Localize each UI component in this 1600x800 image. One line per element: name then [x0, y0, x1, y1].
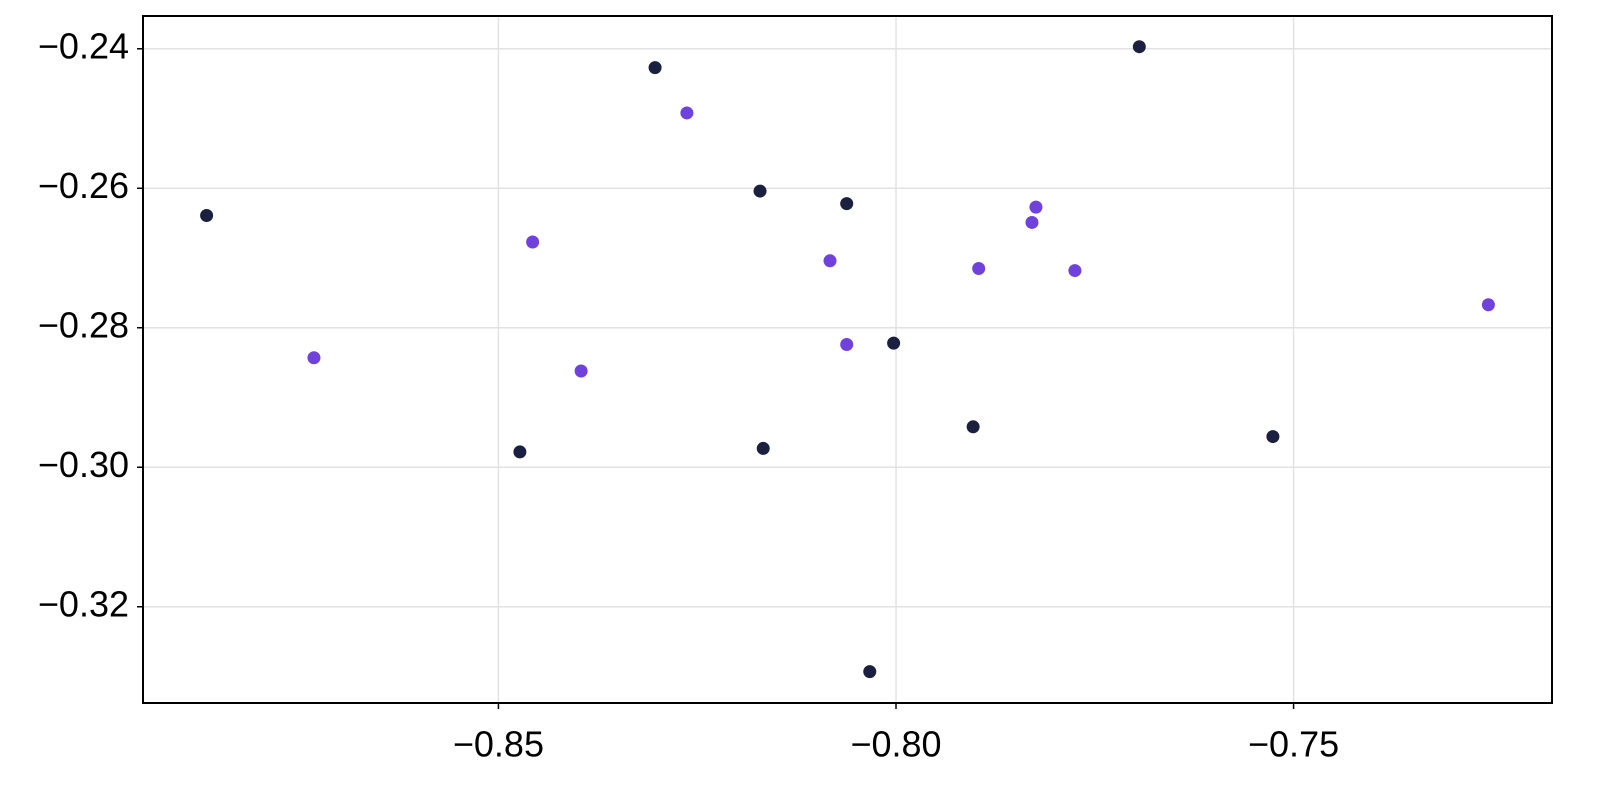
x-tick-label: −0.80 [850, 724, 941, 765]
point [680, 106, 694, 120]
point [840, 338, 854, 352]
point [823, 254, 837, 268]
y-tick-label: −0.28 [38, 304, 129, 345]
point [1132, 40, 1146, 54]
x-tick-label: −0.75 [1248, 724, 1339, 765]
point [863, 665, 877, 679]
point [307, 351, 321, 365]
point [887, 336, 901, 350]
plot-frame [142, 15, 1553, 704]
x-tick-label: −0.85 [453, 724, 544, 765]
point [840, 197, 854, 211]
point [972, 261, 986, 275]
point [513, 445, 527, 459]
point [1481, 298, 1495, 312]
point [1266, 430, 1280, 444]
y-tick-label: −0.32 [38, 583, 129, 624]
y-tick-label: −0.30 [38, 444, 129, 485]
point [1025, 215, 1039, 229]
point [753, 184, 767, 198]
point [648, 61, 662, 75]
point [1029, 200, 1043, 214]
point [966, 420, 980, 434]
point [1068, 264, 1082, 278]
point [756, 441, 770, 455]
y-tick-label: −0.26 [38, 165, 129, 206]
y-tick-label: −0.24 [38, 25, 129, 66]
point [574, 364, 588, 378]
point [526, 235, 540, 249]
point [200, 208, 214, 222]
